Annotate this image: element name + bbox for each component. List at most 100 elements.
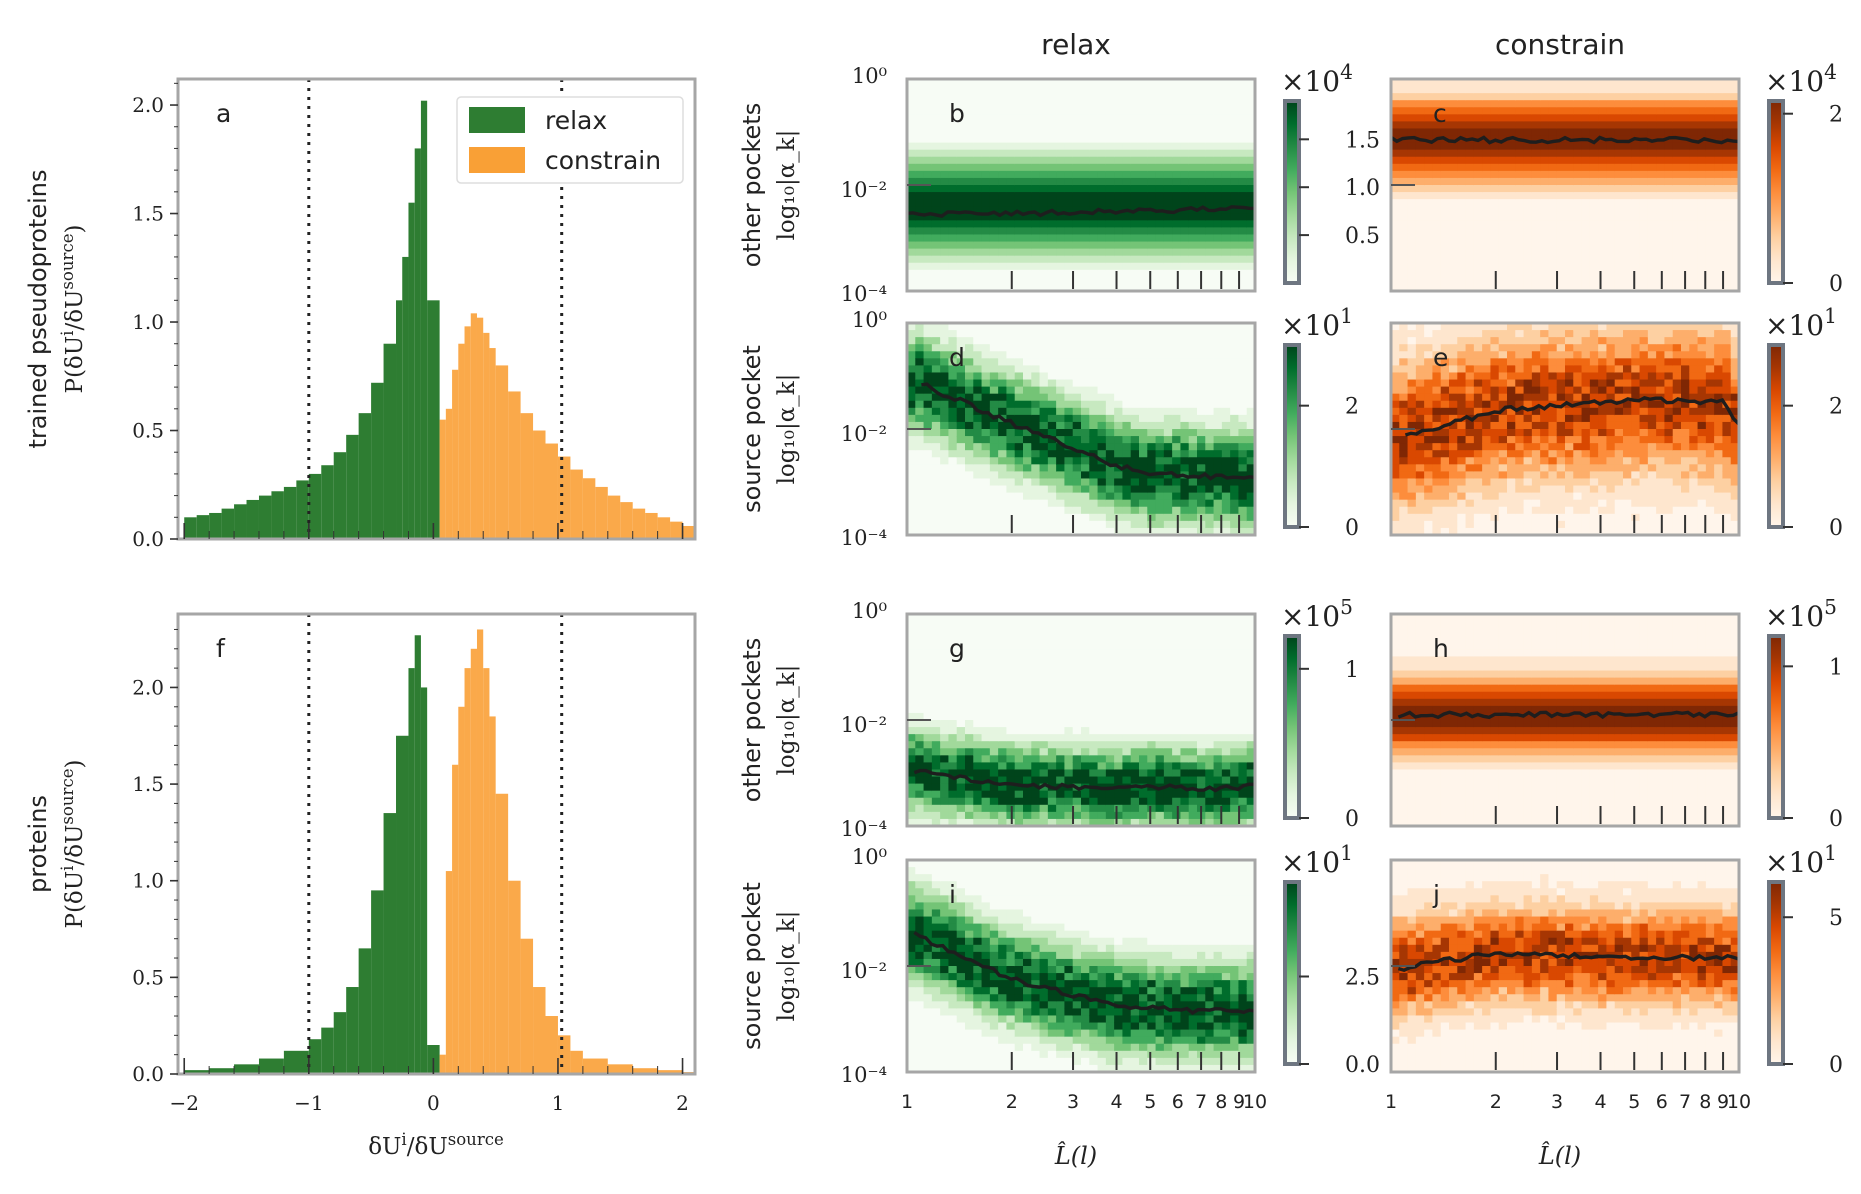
heatmap-cell (1515, 283, 1525, 292)
heatmap-cell (1556, 372, 1566, 381)
heatmap-cell (1531, 86, 1541, 94)
heatmap-cell (1490, 142, 1500, 151)
histogram-bar-relax (258, 1058, 284, 1074)
heatmap-cell (1705, 142, 1715, 151)
heatmap-cell (1047, 436, 1057, 444)
heatmap-cell (1540, 492, 1550, 501)
heatmap-cell (923, 337, 933, 345)
heatmap-cell (1424, 492, 1434, 501)
heatmap-cell (989, 365, 999, 374)
heatmap-cell (1064, 283, 1074, 292)
heatmap-cell (1023, 499, 1032, 508)
heatmap-cell (1573, 506, 1583, 515)
heatmap-cell (1230, 464, 1240, 472)
heatmap-cell (1130, 513, 1140, 522)
heatmap-cell (1606, 379, 1616, 388)
heatmap-cell (1631, 163, 1641, 172)
heatmap-cell (1507, 185, 1516, 193)
heatmap-cell (1163, 407, 1173, 416)
heatmap-cell (1031, 443, 1041, 451)
heatmap-cell (931, 330, 941, 338)
heatmap-cell (1548, 156, 1558, 165)
heatmap-cell (1490, 443, 1500, 451)
heatmap-cell (1221, 429, 1231, 437)
heatmap-cell (1072, 100, 1082, 108)
heatmap-cell (1114, 107, 1124, 115)
heatmap-cell (1490, 379, 1500, 388)
heatmap-cell (1238, 276, 1248, 285)
heatmap-cell (1664, 170, 1674, 179)
heatmap-cell (1623, 527, 1632, 536)
heatmap-cell (1122, 414, 1132, 423)
heatmap-cell (1031, 262, 1041, 271)
heatmap-cell (981, 213, 991, 221)
heatmap-cell (1139, 248, 1148, 257)
heatmap-cell (1647, 206, 1657, 214)
heatmap-cell (1172, 163, 1182, 172)
heatmap-cell (915, 283, 925, 292)
heatmap-cell (1465, 429, 1475, 437)
heatmap-cell (1221, 86, 1231, 94)
heatmap-cell (981, 464, 991, 472)
heatmap-cell (1163, 506, 1173, 515)
heatmap-cell (1047, 407, 1057, 416)
heatmap-cell (1457, 478, 1467, 487)
heatmap-cell (1205, 379, 1215, 388)
heatmap-cell (907, 227, 916, 236)
heatmap-cell (989, 436, 999, 444)
heatmap-cell (1039, 478, 1049, 487)
heatmap-cell (1139, 506, 1148, 515)
heatmap-cell (1155, 213, 1165, 221)
histogram-bar-constrain (570, 1050, 583, 1074)
heatmap-cell (1705, 227, 1715, 236)
heatmap-cell (1039, 128, 1049, 137)
heatmap-cell (1097, 149, 1107, 158)
heatmap-cell (1498, 142, 1508, 151)
heatmap-cell (1188, 248, 1198, 257)
heatmap-cell (1482, 492, 1492, 501)
heatmap-cell (1465, 121, 1475, 130)
heatmap-cell (1440, 323, 1450, 331)
heatmap-cell (1072, 527, 1082, 536)
heatmap-cell (1039, 344, 1049, 352)
heatmap-cell (1432, 248, 1442, 257)
heatmap-cell (1147, 276, 1157, 285)
heatmap-cell (1031, 227, 1041, 236)
heatmap-cell (1523, 234, 1533, 243)
heatmap-cell (1440, 283, 1450, 292)
heatmap-cell (1581, 142, 1591, 151)
heatmap-cell (1056, 185, 1066, 193)
heatmap-cell (1473, 93, 1483, 101)
heatmap-cell (1432, 142, 1442, 151)
heatmap-cell (1114, 142, 1124, 151)
histogram-bar-constrain (557, 1035, 571, 1074)
heatmap-cell (1473, 358, 1483, 366)
heatmap-cell (915, 323, 925, 331)
heatmap-cell (1705, 121, 1715, 130)
heatmap-cell (1006, 372, 1016, 381)
heatmap-cell (1515, 86, 1525, 94)
heatmap-cell (1246, 156, 1256, 165)
heatmap-cell (1105, 241, 1115, 250)
heatmap-cell (1130, 241, 1140, 250)
heatmap-cell (1647, 107, 1657, 115)
heatmap-cell (1606, 414, 1616, 423)
heatmap-cell (1424, 248, 1434, 257)
heatmap-cell (1122, 192, 1132, 200)
heatmap-cell (1449, 513, 1458, 522)
heatmap-cell (1515, 107, 1525, 115)
heatmap-cell (1122, 170, 1132, 179)
heatmap-cell (1246, 79, 1256, 87)
heatmap-cell (1246, 199, 1256, 207)
heatmap-cell (1407, 421, 1417, 430)
heatmap-cell (1639, 177, 1649, 186)
heatmap-cell (915, 114, 925, 122)
heatmap-cell (1523, 86, 1533, 94)
heatmap-cell (1623, 79, 1632, 87)
heatmap-cell (907, 492, 916, 501)
heatmap-cell (1540, 436, 1550, 444)
heatmap-cell (1155, 142, 1165, 151)
heatmap-cell (1531, 520, 1541, 529)
heatmap-cell (1105, 262, 1115, 271)
heatmap-cell (1205, 506, 1215, 515)
